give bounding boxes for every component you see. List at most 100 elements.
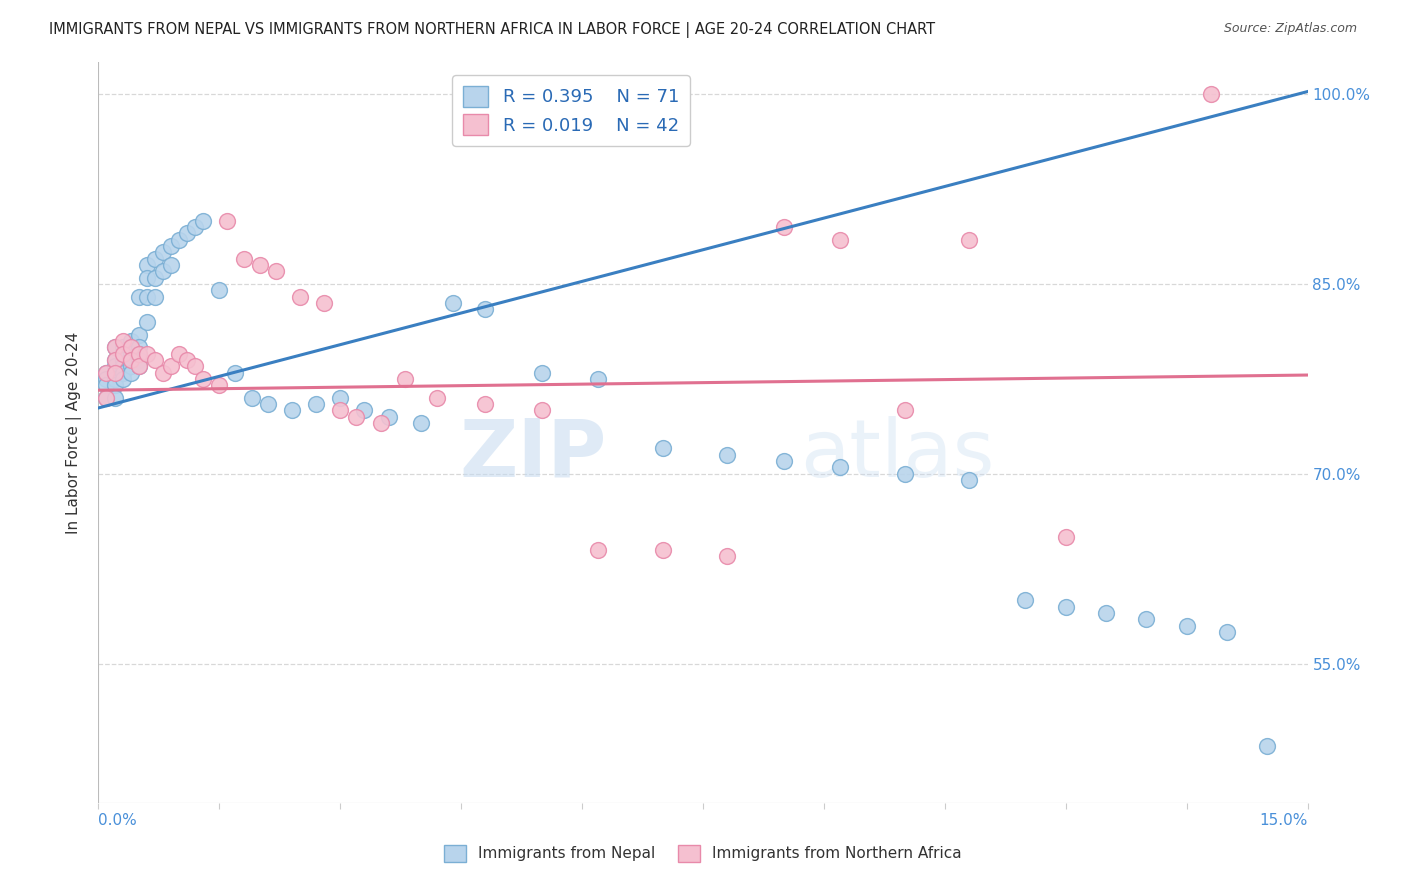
Y-axis label: In Labor Force | Age 20-24: In Labor Force | Age 20-24 [66,332,83,533]
Point [103,340,125,354]
Point [586,542,609,557]
Point [120,359,142,374]
Point [143,352,166,367]
Point [1199,87,1222,101]
Point [828,233,851,247]
Point [264,264,287,278]
Text: Source: ZipAtlas.com: Source: ZipAtlas.com [1223,22,1357,36]
Point [772,219,794,234]
Text: 15.0%: 15.0% [1260,813,1308,828]
Point [224,366,246,380]
Point [240,391,263,405]
Point [957,473,980,487]
Point [184,359,207,374]
Point [256,397,278,411]
Point [143,289,166,303]
Point [530,366,553,380]
Point [377,409,399,424]
Point [103,366,125,380]
Text: ZIP: ZIP [458,416,606,494]
Point [128,359,150,374]
Point [120,340,142,354]
Point [208,378,231,392]
Point [160,258,183,272]
Point [1054,530,1077,544]
Point [1095,606,1118,620]
Point [128,346,150,360]
Point [111,346,134,360]
Point [152,245,174,260]
Point [128,359,150,374]
Point [160,239,183,253]
Point [167,233,190,247]
Point [128,289,150,303]
Point [135,258,157,272]
Legend: Immigrants from Nepal, Immigrants from Northern Africa: Immigrants from Nepal, Immigrants from N… [439,838,967,868]
Point [426,391,449,405]
Point [120,352,142,367]
Point [111,372,134,386]
Point [143,252,166,266]
Point [111,352,134,367]
Point [143,270,166,285]
Point [1175,618,1198,632]
Point [152,366,174,380]
Point [135,289,157,303]
Point [329,391,352,405]
Point [305,397,328,411]
Point [651,442,673,456]
Point [441,296,464,310]
Point [184,219,207,234]
Point [474,397,496,411]
Point [474,302,496,317]
Point [1014,593,1036,607]
Point [586,372,609,386]
Point [329,403,352,417]
Point [120,334,142,348]
Text: 0.0%: 0.0% [98,813,138,828]
Point [103,378,125,392]
Point [893,403,915,417]
Point [394,372,416,386]
Point [217,213,239,227]
Point [1216,624,1239,639]
Point [120,346,142,360]
Point [103,366,125,380]
Point [96,391,118,405]
Point [651,542,673,557]
Point [1256,739,1278,753]
Point [111,359,134,374]
Point [96,366,118,380]
Point [111,334,134,348]
Point [957,233,980,247]
Point [176,227,198,241]
Point [135,270,157,285]
Point [96,366,118,380]
Point [128,340,150,354]
Point [232,252,254,266]
Point [716,448,738,462]
Point [409,416,432,430]
Point [893,467,915,481]
Point [1135,612,1157,626]
Point [103,372,125,386]
Point [96,372,118,386]
Text: atlas: atlas [800,416,994,494]
Point [103,352,125,367]
Point [111,346,134,360]
Point [208,283,231,297]
Point [530,403,553,417]
Point [353,403,375,417]
Point [96,378,118,392]
Point [96,391,118,405]
Point [120,366,142,380]
Point [160,359,183,374]
Point [249,258,271,272]
Point [120,352,142,367]
Point [716,549,738,563]
Point [281,403,304,417]
Point [128,346,150,360]
Point [135,315,157,329]
Point [176,352,198,367]
Point [193,372,215,386]
